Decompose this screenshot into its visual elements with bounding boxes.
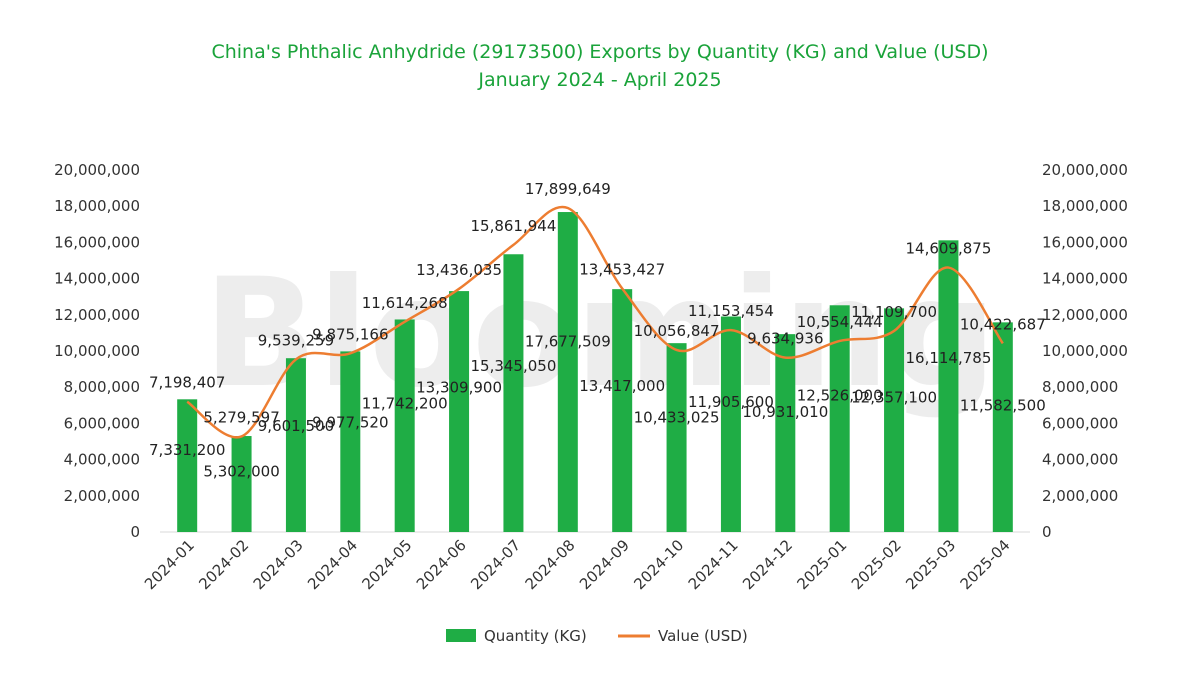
value-data-label: 13,436,035: [416, 261, 502, 279]
bar-2024-11: [720, 316, 741, 532]
value-data-label: 10,422,687: [960, 315, 1046, 333]
value-data-label: 9,634,936: [747, 330, 823, 348]
value-data-label: 10,056,847: [634, 322, 720, 340]
legend-swatch-quantity: [446, 629, 476, 642]
x-tick-label: 2024-09: [576, 536, 633, 593]
quantity-data-label: 11,742,200: [362, 395, 448, 413]
legend-label-quantity: Quantity (KG): [484, 627, 587, 645]
bar-2024-03: [285, 358, 306, 532]
legend-label-value: Value (USD): [658, 627, 748, 645]
x-tick-label: 2024-07: [467, 536, 524, 593]
y-right-tick-label: 10,000,000: [1042, 342, 1128, 360]
bar-2024-04: [340, 351, 361, 532]
legend: Quantity (KG) Value (USD): [446, 627, 748, 645]
value-data-label: 17,899,649: [525, 180, 611, 198]
bar-2025-04: [992, 322, 1013, 532]
y-right-tick-label: 20,000,000: [1042, 161, 1128, 179]
quantity-data-label: 9,601,500: [258, 417, 334, 435]
value-data-label: 11,614,268: [362, 294, 448, 312]
y-left-tick-label: 0: [130, 523, 140, 541]
value-data-label: 9,875,166: [312, 325, 388, 343]
x-tick-label: 2025-04: [957, 536, 1014, 593]
bar-2024-05: [394, 319, 415, 532]
x-tick-label: 2025-03: [902, 536, 959, 593]
quantity-data-label: 10,433,025: [634, 408, 720, 426]
value-data-label: 7,198,407: [149, 374, 225, 392]
x-tick-label: 2024-03: [250, 536, 307, 593]
x-tick-label: 2024-12: [739, 536, 796, 593]
y-right-tick-label: 14,000,000: [1042, 270, 1128, 288]
y-left-tick-label: 20,000,000: [54, 161, 140, 179]
y-left-tick-label: 8,000,000: [64, 378, 140, 396]
bar-2024-07: [503, 254, 524, 533]
x-tick-label: 2024-06: [413, 536, 470, 593]
y-left-tick-label: 6,000,000: [64, 414, 140, 432]
y-right-tick-label: 16,000,000: [1042, 233, 1128, 251]
quantity-data-label: 7,331,200: [149, 441, 225, 459]
x-tick-label: 2024-02: [195, 536, 252, 593]
quantity-data-label: 12,357,100: [851, 388, 937, 406]
value-data-label: 9,539,259: [258, 331, 334, 349]
bar-2025-03: [938, 240, 959, 532]
x-tick-label: 2024-11: [685, 536, 742, 593]
bar-2024-12: [775, 334, 796, 532]
bar-2024-10: [666, 343, 687, 532]
y-right-tick-label: 8,000,000: [1042, 378, 1118, 396]
value-data-label: 15,861,944: [470, 217, 556, 235]
bar-2024-08: [557, 212, 578, 532]
x-tick-label: 2024-04: [304, 536, 361, 593]
y-right-tick-label: 2,000,000: [1042, 487, 1118, 505]
quantity-data-label: 16,114,785: [905, 349, 991, 367]
x-tick-label: 2024-10: [630, 536, 687, 593]
value-line: [186, 205, 1004, 439]
watermark-text: Blooming: [203, 247, 997, 421]
value-data-label: 13,453,427: [579, 260, 665, 278]
value-data-label: 14,609,875: [905, 240, 991, 258]
x-tick-label: 2024-01: [141, 536, 198, 593]
quantity-data-label: 11,905,600: [688, 393, 774, 411]
value-data-label: 11,153,454: [688, 302, 774, 320]
y-left-tick-label: 14,000,000: [54, 270, 140, 288]
bar-2024-01: [177, 399, 198, 532]
chart-title: China's Phthalic Anhydride (29173500) Ex…: [211, 41, 988, 63]
quantity-data-label: 13,309,900: [416, 378, 502, 396]
value-data-label: 10,554,444: [797, 313, 883, 331]
quantity-data-label: 9,977,520: [312, 413, 388, 431]
y-left-tick-label: 12,000,000: [54, 306, 140, 324]
bar-2025-02: [884, 308, 905, 532]
quantity-data-label: 10,931,010: [742, 403, 828, 421]
y-left-tick-label: 18,000,000: [54, 197, 140, 215]
y-left-tick-label: 16,000,000: [54, 233, 140, 251]
y-right-tick-label: 12,000,000: [1042, 306, 1128, 324]
value-data-label: 5,279,597: [203, 408, 279, 426]
y-right-tick-label: 18,000,000: [1042, 197, 1128, 215]
bar-2024-06: [449, 291, 470, 532]
x-tick-label: 2025-01: [793, 536, 850, 593]
chart-subtitle: January 2024 - April 2025: [477, 69, 721, 91]
quantity-data-label: 12,526,000: [797, 387, 883, 405]
y-left-tick-label: 2,000,000: [64, 487, 140, 505]
x-tick-label: 2024-05: [358, 536, 415, 593]
quantity-data-label: 5,302,000: [203, 462, 279, 480]
y-right-tick-label: 4,000,000: [1042, 451, 1118, 469]
quantity-data-label: 11,582,500: [960, 396, 1046, 414]
quantity-data-label: 13,417,000: [579, 377, 665, 395]
quantity-data-label: 15,345,050: [470, 357, 556, 375]
y-left-tick-label: 10,000,000: [54, 342, 140, 360]
bar-2025-01: [829, 305, 850, 532]
x-tick-label: 2024-08: [522, 536, 579, 593]
y-right-tick-label: 6,000,000: [1042, 414, 1118, 432]
y-left-tick-label: 4,000,000: [64, 451, 140, 469]
value-data-label: 11,109,700: [851, 303, 937, 321]
bar-2024-09: [612, 289, 633, 532]
x-tick-label: 2025-02: [848, 536, 905, 593]
quantity-data-label: 17,677,509: [525, 332, 611, 350]
bar-2024-02: [231, 436, 252, 532]
y-right-tick-label: 0: [1042, 523, 1052, 541]
